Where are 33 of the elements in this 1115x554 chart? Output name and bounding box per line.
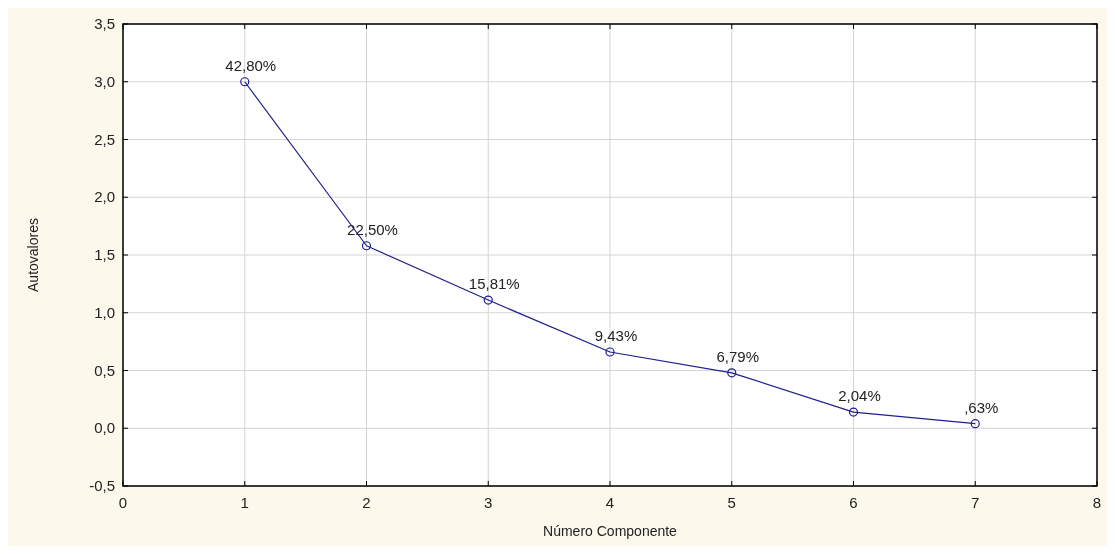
x-tick-label: 7 <box>971 494 980 511</box>
x-tick-label: 3 <box>484 494 493 511</box>
point <box>361 241 372 251</box>
y-tick-label: 2,5 <box>94 130 115 148</box>
annotation: 6,79% <box>716 347 760 365</box>
x-tick-label: 2 <box>362 494 371 511</box>
point <box>727 368 737 378</box>
annotation: 2,04% <box>838 387 881 405</box>
annotation: ,63% <box>964 398 999 416</box>
y-tick-label: 2,0 <box>94 188 115 206</box>
point <box>605 347 615 357</box>
y-tick-label: 0,5 <box>94 361 115 379</box>
annotation: 9,43% <box>594 327 638 345</box>
annotation: 42,80% <box>225 56 277 74</box>
point <box>848 407 859 417</box>
x-tick-label: 8 <box>1092 494 1102 511</box>
x-tick-label: 0 <box>118 494 128 511</box>
y-tick-label: 1,5 <box>94 246 115 263</box>
y-tick-label: 0,0 <box>94 419 115 437</box>
point <box>970 419 980 429</box>
point <box>483 295 493 305</box>
y-tick-label: 3,5 <box>94 15 115 32</box>
y-tick-label: 1,0 <box>94 303 115 321</box>
y-tick-label: 3,0 <box>94 72 115 90</box>
x-tick-label: 5 <box>727 494 736 511</box>
x-tick-label: 4 <box>605 494 615 511</box>
x-axis-title: Número Componente <box>543 523 678 539</box>
x-tick-label: 6 <box>849 494 858 511</box>
y-axis-title: Autovalores <box>25 218 41 292</box>
point <box>240 77 250 87</box>
annotation: 15,81% <box>468 275 520 293</box>
y-tick-label: -0,5 <box>89 477 115 494</box>
x-tick-label: 1 <box>240 494 249 511</box>
